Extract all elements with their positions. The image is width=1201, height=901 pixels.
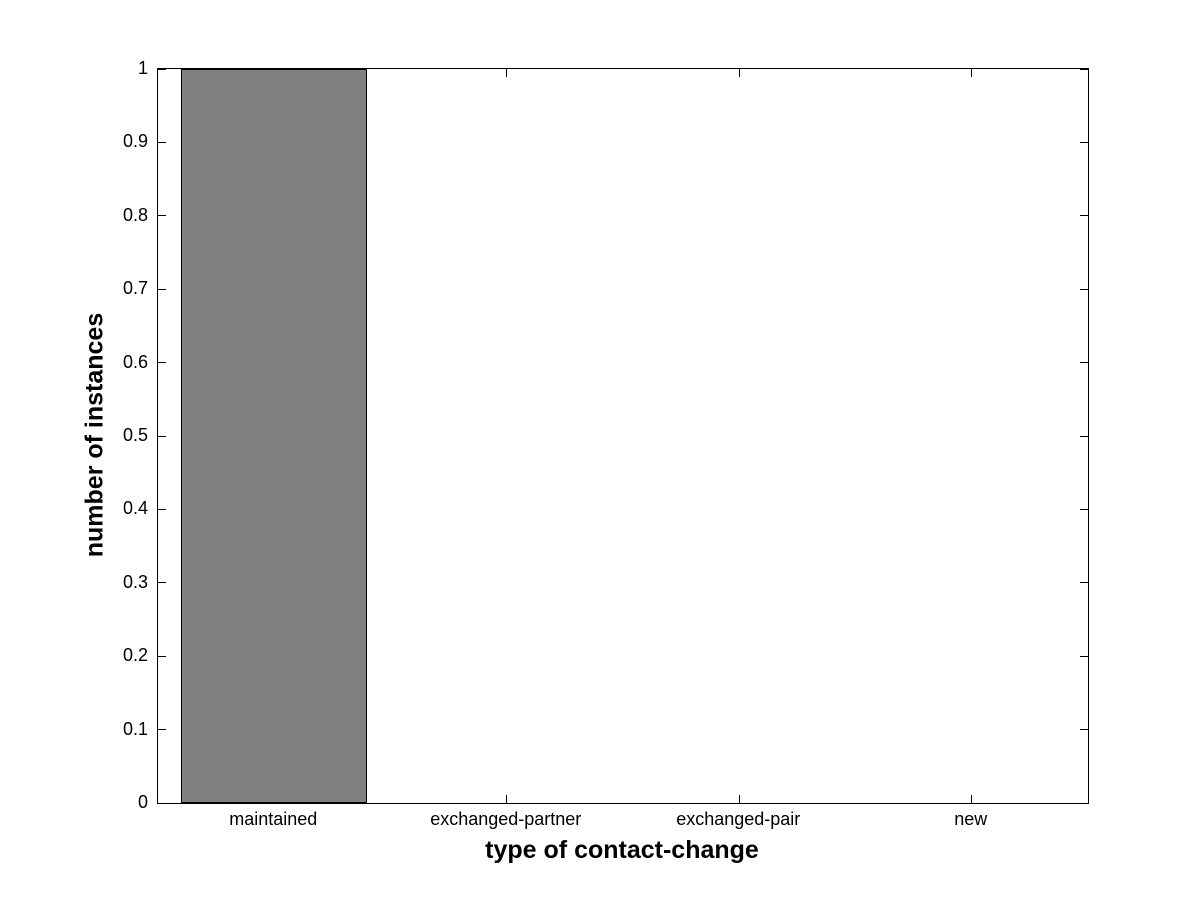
y-tick-mark-right — [1080, 729, 1088, 731]
y-tick-mark-left — [158, 362, 166, 364]
y-tick-mark-left — [158, 508, 166, 510]
y-tick-mark-left — [158, 215, 166, 217]
y-tick-mark-right — [1080, 655, 1088, 657]
y-tick-label: 0.8 — [122, 204, 148, 225]
plot-area — [157, 68, 1089, 804]
y-tick-mark-right — [1080, 362, 1088, 364]
x-tick-label-maintained: maintained — [229, 809, 318, 829]
y-tick-label: 0.9 — [122, 131, 148, 152]
y-tick-label: 0.2 — [122, 645, 148, 666]
y-tick-label: 0.4 — [122, 498, 148, 519]
y-tick-mark-right — [1080, 68, 1088, 70]
x-tick-mark-top — [738, 69, 740, 77]
y-tick-mark-left — [158, 68, 166, 70]
x-axis-label: type of contact-change — [485, 836, 759, 864]
y-tick-mark-left — [158, 729, 166, 731]
y-tick-mark-left — [158, 141, 166, 143]
y-tick-mark-right — [1080, 582, 1088, 584]
y-tick-mark-left — [158, 288, 166, 290]
x-tick-mark-bottom — [738, 795, 740, 803]
y-tick-mark-right — [1080, 802, 1088, 804]
x-tick-label-exchanged-partner: exchanged-partner — [430, 809, 582, 829]
y-tick-mark-right — [1080, 215, 1088, 217]
x-tick-label-new: new — [954, 809, 988, 829]
y-tick-label: 0.3 — [122, 571, 148, 592]
y-tick-mark-left — [158, 435, 166, 437]
y-tick-mark-left — [158, 582, 166, 584]
x-tick-mark-bottom — [506, 795, 508, 803]
x-tick-mark-bottom — [971, 795, 973, 803]
y-tick-mark-right — [1080, 435, 1088, 437]
y-tick-label: 0.6 — [122, 351, 148, 372]
y-tick-label: 0.7 — [122, 278, 148, 299]
bar-maintained — [181, 69, 368, 803]
y-axis-label: number of instances — [80, 312, 109, 558]
y-tick-mark-left — [158, 655, 166, 657]
y-tick-mark-right — [1080, 141, 1088, 143]
x-tick-mark-top — [971, 69, 973, 77]
y-tick-label: 0.1 — [122, 718, 148, 739]
x-tick-mark-top — [506, 69, 508, 77]
y-tick-mark-right — [1080, 508, 1088, 510]
y-tick-label: 1 — [137, 58, 148, 78]
x-tick-label-exchanged-pair: exchanged-pair — [676, 809, 801, 829]
y-tick-label: 0.5 — [122, 425, 148, 445]
y-tick-mark-right — [1080, 288, 1088, 290]
y-tick-mark-left — [158, 802, 166, 804]
y-tick-label: 0 — [137, 792, 148, 812]
